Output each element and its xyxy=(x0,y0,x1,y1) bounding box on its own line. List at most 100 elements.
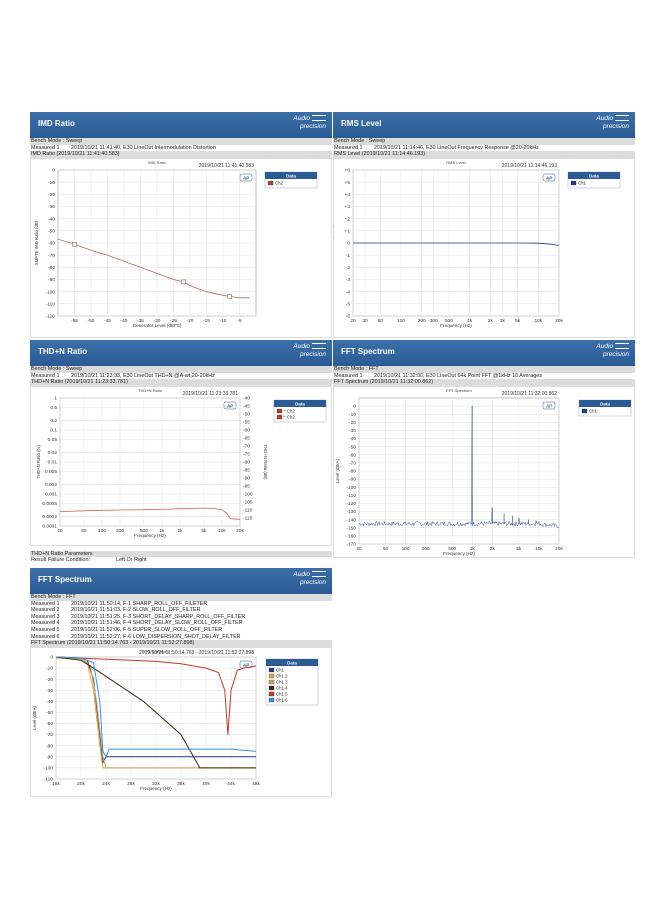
x-axis-label: Frequency (Hz) xyxy=(134,533,166,538)
y-tick-label: 0.2 xyxy=(50,418,57,424)
x-tick-label: 20 xyxy=(356,546,362,552)
y-tick-label: 0.0002 xyxy=(42,514,57,520)
y2-tick-label: -45 xyxy=(243,403,250,409)
series-line xyxy=(353,242,560,246)
y-tick-label: +5 xyxy=(345,180,351,186)
x-tick-label: 500 xyxy=(445,318,453,324)
legend-header-label: Data xyxy=(589,173,599,178)
ap-badge-icon xyxy=(223,401,237,410)
y-tick-label: -30 xyxy=(46,688,53,694)
x-tick-label: 500 xyxy=(448,546,456,552)
y-tick-label: 0.05 xyxy=(48,437,58,443)
y-axis-label: SMPTE IMD Ratio (dB) xyxy=(34,220,39,265)
x-tick-label: -5 xyxy=(237,318,242,324)
x-tick-label: -45 xyxy=(104,318,111,324)
y-tick-label: -90 xyxy=(48,277,55,283)
legend-swatch xyxy=(581,408,588,413)
y-tick-label: -50 xyxy=(46,710,53,716)
data-marker xyxy=(72,241,77,247)
y-tick-label: -140 xyxy=(346,517,356,523)
y-tick-label: 0 xyxy=(353,403,356,409)
y-tick-label: -150 xyxy=(346,525,356,531)
legend-swatch xyxy=(276,414,283,419)
y2-tick-label: -65 xyxy=(243,435,250,441)
legend-entry: * Ch2 xyxy=(284,408,295,413)
section-title: IMD Ratio (2019/10/21 11:41:40.583) xyxy=(30,151,332,158)
x-tick-label: -20 xyxy=(187,318,194,324)
ap-badge-icon xyxy=(542,401,556,410)
y-tick-label: 0 xyxy=(52,167,55,173)
legend-entry: Ch1 xyxy=(589,408,597,413)
bench-mode: Bench Mode : Sweep xyxy=(333,138,635,145)
x-tick-label: 200 xyxy=(418,318,426,324)
params-title: THD+N Ratio Parameters xyxy=(30,550,332,558)
y-tick-label: -120 xyxy=(45,313,55,319)
panel-header: IMD Ratio Audio precision xyxy=(30,112,332,138)
legend-swatch xyxy=(268,685,275,690)
chart-timestamp: 2019/10/21 11:14:46.193 xyxy=(502,163,557,169)
y-tick-label: -40 xyxy=(48,216,55,222)
x-tick-label: 2k xyxy=(490,546,496,552)
legend-header-label: Data xyxy=(286,173,296,178)
y-tick-label: -70 xyxy=(48,253,55,259)
legend-swatch xyxy=(276,408,283,413)
ap-badge-icon xyxy=(542,173,556,182)
y-tick-label: -10 xyxy=(46,665,53,671)
y-tick-label: 0.002 xyxy=(45,482,57,488)
y-tick-label: 1 xyxy=(54,395,57,401)
x-tick-label: 10k xyxy=(534,318,542,324)
y-tick-label: -60 xyxy=(48,240,55,246)
x-tick-label: 48k xyxy=(252,781,260,787)
y-tick-label: -80 xyxy=(48,265,55,271)
measured-row: Measured 5 2019/10/21 11:52:06, F-5 SUPER… xyxy=(31,626,223,633)
bench-mode: Bench Mode : Sweep xyxy=(30,366,332,373)
x-tick-label: 20k xyxy=(555,318,563,324)
legend-entry: Ch1 3 xyxy=(276,679,288,684)
rms-level-chart: RMS Level 2019/10/21 11:14:46.193 AP 20 30 50… xyxy=(329,157,635,338)
y2-tick-label: -110 xyxy=(243,507,253,513)
x-tick-label: 5k xyxy=(515,318,521,324)
y-tick-label: -90 xyxy=(46,754,53,760)
x-axis-label: Frequency (Hz) xyxy=(443,551,475,556)
section-title: THD+N Ratio (2019/10/21 11:23:33.781) xyxy=(30,379,332,386)
y-tick-label: -70 xyxy=(46,732,53,738)
y-tick-label: 0.0001 xyxy=(42,523,57,529)
legend-swatch xyxy=(268,679,275,684)
y-tick-label: -20 xyxy=(46,677,53,683)
legend-header-label: Data xyxy=(295,401,305,406)
measured-row: Measured 6 2019/10/21 11:52:27, F-6 LOW_D… xyxy=(31,633,241,640)
y-tick-label: -60 xyxy=(46,721,53,727)
y-tick-label: -90 xyxy=(349,476,356,482)
y-tick-label: 0.005 xyxy=(45,469,57,475)
x-tick-label: 16k xyxy=(52,781,60,787)
y-tick-label: 0.001 xyxy=(45,491,57,497)
y-tick-label: -120 xyxy=(346,501,356,507)
audio-precision-logo: Audio precision xyxy=(596,343,629,358)
y-axis-label: Level (dBrA) xyxy=(335,458,340,482)
y2-tick-label: -95 xyxy=(243,483,250,489)
legend-swatch xyxy=(570,180,577,185)
y-tick-label: -100 xyxy=(346,485,356,491)
legend-entry: Ch1 6 xyxy=(276,697,288,702)
legend-header xyxy=(265,171,317,179)
fft-filters-panel: FFT Spectrum Audio precision Bench Mode :… xyxy=(30,568,332,802)
bench-mode: Bench Mode : Sweep xyxy=(30,138,332,145)
y-axis-label: THD+N Ratio (%) xyxy=(36,444,41,478)
x-tick-label: 2k xyxy=(488,318,494,324)
y-tick-label: +1 xyxy=(345,228,351,234)
y-tick-label: +6 xyxy=(345,167,351,173)
measured-row: Measured 3 2019/10/21 11:51:25, F-3 SHORT… xyxy=(31,613,246,620)
chart-title: IMD Ratio xyxy=(148,160,167,165)
y-tick-label: -110 xyxy=(44,776,54,782)
x-tick-label: -30 xyxy=(154,318,161,324)
y2-tick-label: -40 xyxy=(243,395,250,401)
x-tick-label: 200 xyxy=(422,546,430,552)
chart-timestamp: 2019/10/21 11:32:00.862 xyxy=(502,391,557,397)
section-title: RMS Level (2019/10/21 11:14:46.193) xyxy=(333,151,635,158)
x-tick-label: 5k xyxy=(516,546,522,552)
legend-header-label: Data xyxy=(287,660,297,665)
x-tick-label: 20k xyxy=(236,528,244,534)
ap-badge-icon: AP xyxy=(545,175,553,180)
parameters-block: THD+N Ratio Parameters Result Failure Co… xyxy=(30,550,332,564)
y-tick-label: -80 xyxy=(349,468,356,474)
